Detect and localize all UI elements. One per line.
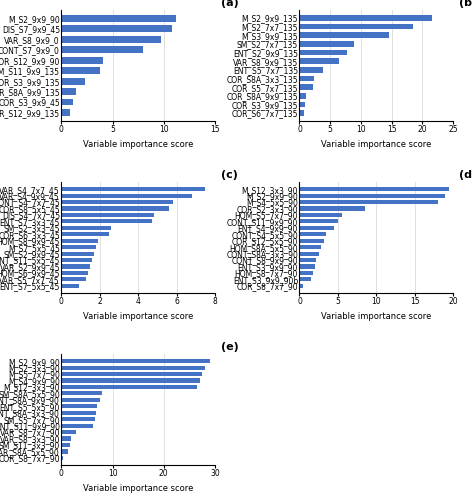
Bar	[61, 410, 96, 415]
Text: (b): (b)	[459, 0, 472, 8]
Bar	[61, 271, 88, 275]
Bar	[61, 430, 76, 434]
Bar	[61, 404, 97, 408]
Bar	[300, 84, 313, 90]
Bar	[61, 278, 86, 281]
Bar	[61, 232, 110, 236]
Bar	[300, 252, 319, 256]
Bar	[61, 245, 96, 250]
X-axis label: Variable importance score: Variable importance score	[83, 312, 194, 320]
Bar	[61, 226, 111, 230]
Bar	[61, 443, 69, 447]
Bar	[300, 187, 449, 191]
Bar	[61, 392, 102, 396]
Bar	[61, 46, 143, 53]
Bar	[300, 194, 446, 198]
Bar	[61, 385, 197, 389]
Bar	[300, 206, 365, 210]
Bar	[300, 284, 303, 288]
Bar	[300, 238, 324, 243]
Bar	[61, 98, 73, 105]
Bar	[61, 187, 205, 191]
Bar	[61, 194, 192, 198]
X-axis label: Variable importance score: Variable importance score	[83, 140, 194, 148]
Bar	[61, 78, 85, 84]
Bar	[61, 15, 176, 22]
Bar	[300, 110, 304, 116]
Bar	[300, 226, 334, 230]
Bar	[300, 232, 326, 236]
Bar	[61, 264, 90, 268]
Bar	[61, 88, 76, 95]
Bar	[300, 258, 316, 262]
Bar	[61, 220, 152, 224]
X-axis label: Variable importance score: Variable importance score	[83, 484, 194, 492]
Bar	[61, 26, 172, 32]
Bar	[300, 50, 347, 56]
Bar	[300, 93, 306, 98]
Bar	[300, 58, 339, 64]
Bar	[300, 220, 338, 224]
Bar	[61, 366, 205, 370]
Bar	[61, 206, 169, 210]
X-axis label: Variable importance score: Variable importance score	[321, 312, 431, 320]
Text: (c): (c)	[221, 170, 238, 180]
Bar	[61, 252, 94, 256]
Bar	[300, 102, 305, 107]
Bar	[61, 284, 79, 288]
Text: (a): (a)	[221, 0, 239, 8]
Bar	[61, 417, 95, 422]
Bar	[61, 372, 202, 376]
Bar	[61, 359, 210, 364]
Bar	[61, 200, 173, 204]
Text: (d): (d)	[459, 170, 472, 180]
Bar	[300, 245, 321, 250]
Bar	[300, 67, 323, 72]
Bar	[300, 200, 438, 204]
Bar	[61, 109, 69, 116]
Bar	[61, 436, 71, 440]
Bar	[61, 213, 153, 217]
Bar	[300, 213, 342, 217]
Bar	[61, 68, 100, 74]
Bar	[61, 450, 68, 454]
Bar	[61, 456, 63, 460]
Bar	[61, 398, 100, 402]
Bar	[300, 41, 354, 46]
Bar	[300, 76, 314, 82]
Bar	[300, 24, 413, 30]
Bar	[300, 278, 311, 281]
Bar	[61, 57, 103, 64]
Bar	[300, 264, 315, 268]
Bar	[61, 238, 98, 243]
Bar	[300, 271, 313, 275]
Text: (e): (e)	[221, 342, 239, 352]
Bar	[61, 36, 160, 43]
Bar	[61, 258, 92, 262]
Bar	[61, 424, 93, 428]
Bar	[300, 15, 431, 20]
X-axis label: Variable importance score: Variable importance score	[321, 140, 431, 148]
Bar	[300, 32, 388, 38]
Bar	[61, 378, 200, 382]
